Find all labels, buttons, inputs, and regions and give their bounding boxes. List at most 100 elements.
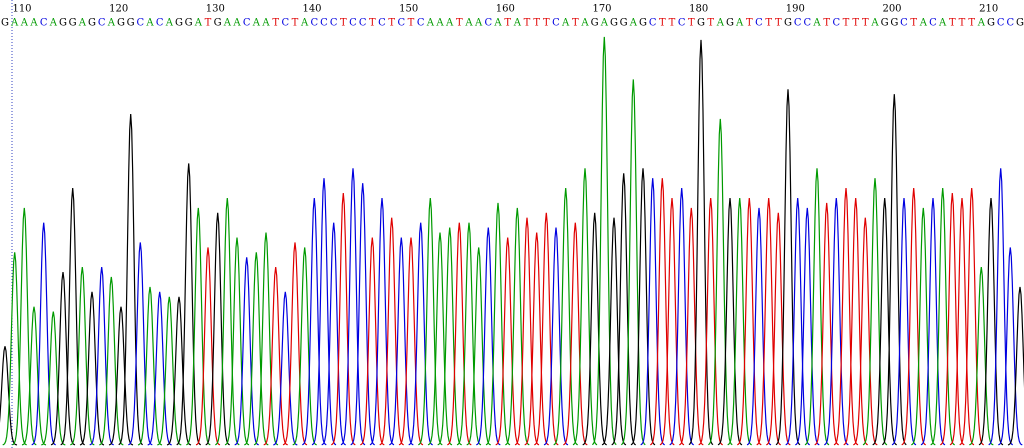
peak	[108, 306, 134, 446]
base-call: T	[524, 18, 531, 29]
peak	[881, 94, 907, 446]
peak	[582, 212, 607, 446]
peak	[862, 178, 888, 446]
peak	[302, 197, 327, 446]
peak	[505, 207, 530, 446]
peak	[70, 267, 95, 446]
base-call: C	[156, 18, 164, 29]
peak	[137, 286, 163, 446]
peak	[263, 267, 288, 446]
base-call: T	[949, 18, 956, 29]
peak	[785, 197, 810, 446]
base-call: G	[117, 18, 125, 29]
base-call: T	[205, 18, 212, 29]
base-call: G	[620, 18, 628, 29]
peak	[620, 79, 646, 446]
peak	[292, 247, 317, 446]
peak	[224, 237, 250, 446]
base-call: T	[669, 18, 676, 29]
peak	[311, 178, 337, 446]
peak	[418, 197, 443, 446]
base-call: A	[493, 18, 502, 29]
base-call: A	[445, 18, 454, 29]
base-call: G	[127, 18, 135, 29]
position-label: 140	[302, 4, 321, 15]
base-call: T	[910, 18, 917, 29]
peak	[99, 276, 124, 446]
peak	[911, 207, 936, 446]
peak	[31, 222, 56, 446]
peak	[930, 188, 955, 446]
peak	[253, 232, 279, 446]
base-call: T	[456, 18, 463, 29]
peak	[340, 168, 366, 446]
base-call: T	[388, 18, 395, 29]
peak	[688, 39, 714, 446]
peak	[727, 197, 752, 446]
peak	[41, 311, 66, 446]
peak	[21, 306, 47, 446]
peak	[128, 242, 153, 446]
peak	[737, 197, 762, 446]
peak	[563, 222, 588, 446]
base-call: G	[185, 18, 193, 29]
base-call: A	[735, 18, 744, 29]
peak	[186, 207, 211, 446]
base-call: T	[272, 18, 279, 29]
peak	[766, 212, 791, 446]
base-call: C	[900, 18, 908, 29]
base-call: G	[69, 18, 77, 29]
base-call: C	[398, 18, 406, 29]
peak	[901, 188, 926, 446]
peak	[940, 192, 965, 446]
base-call: T	[746, 18, 753, 29]
peak	[389, 237, 414, 446]
position-label: 190	[786, 4, 805, 15]
base-call: A	[426, 18, 435, 29]
base-call: C	[833, 18, 841, 29]
base-call: G	[610, 18, 618, 29]
base-call: A	[629, 18, 638, 29]
peak	[360, 237, 385, 446]
base-call: G	[88, 18, 96, 29]
base-call: A	[938, 18, 947, 29]
base-call: T	[862, 18, 869, 29]
peak	[176, 163, 202, 446]
peak	[157, 296, 182, 446]
peak	[60, 188, 85, 446]
base-call: G	[987, 18, 995, 29]
base-call: T	[504, 18, 511, 29]
peak	[978, 197, 1004, 446]
peak	[427, 232, 453, 446]
peak	[795, 207, 820, 446]
peak	[456, 222, 482, 446]
base-call: A	[232, 18, 241, 29]
position-label: 160	[496, 4, 515, 15]
base-call: T	[340, 18, 347, 29]
base-call: A	[716, 18, 725, 29]
peak	[843, 197, 868, 446]
peak	[244, 252, 269, 446]
peak	[50, 272, 76, 446]
peak	[495, 237, 520, 446]
peak	[321, 222, 346, 446]
base-call: G	[697, 18, 705, 29]
peak	[350, 183, 375, 446]
peak	[282, 242, 308, 446]
peak	[833, 188, 859, 446]
peak	[698, 197, 723, 446]
base-call: A	[870, 18, 879, 29]
base-call: T	[775, 18, 782, 29]
peak	[79, 291, 105, 446]
peak	[959, 188, 984, 446]
base-call: T	[823, 18, 830, 29]
base-call: G	[890, 18, 898, 29]
base-call: A	[261, 18, 270, 29]
peak	[920, 197, 946, 446]
peak	[524, 232, 549, 446]
base-call: A	[20, 18, 29, 29]
peak	[273, 291, 298, 446]
base-call: C	[649, 18, 657, 29]
base-call: A	[513, 18, 522, 29]
peak	[437, 227, 462, 446]
